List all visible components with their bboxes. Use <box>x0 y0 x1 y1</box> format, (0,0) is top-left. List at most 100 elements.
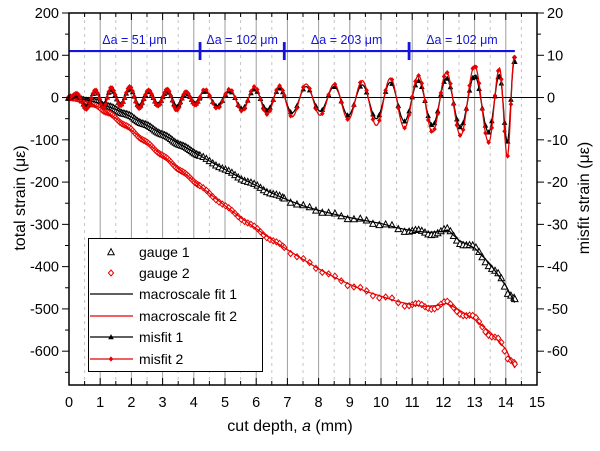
x-axis-title-post: (mm) <box>310 418 353 435</box>
legend-item-misfit-2: misfit 2 <box>89 348 262 369</box>
marker <box>473 73 479 80</box>
gauge-1-marker-icon <box>106 247 116 255</box>
marker <box>106 89 112 95</box>
misfit-2-line-icon <box>90 356 133 362</box>
x-tick-label: 1 <box>96 395 104 411</box>
marker <box>425 117 431 123</box>
y-left-tick-label: -600 <box>30 344 59 360</box>
marker <box>79 99 85 105</box>
marker <box>101 105 107 111</box>
marker <box>467 82 472 89</box>
marker <box>319 110 325 117</box>
marker <box>313 103 319 109</box>
series-line <box>68 96 516 303</box>
marker <box>216 104 222 111</box>
x-tick-label: 14 <box>498 395 514 411</box>
marker <box>351 103 357 109</box>
x-tick-label: 9 <box>346 395 354 411</box>
marker <box>197 94 203 100</box>
marker <box>499 76 504 82</box>
marker <box>460 127 466 133</box>
legend: gauge 1 gauge 2 macroscale fit 1 macrosc… <box>88 238 263 372</box>
marker <box>479 106 485 113</box>
delta-a-label: Δa = 102 μm <box>426 33 498 47</box>
series-misfit-2 <box>66 54 518 159</box>
marker <box>288 113 293 119</box>
marker <box>85 104 91 111</box>
marker <box>166 88 172 94</box>
marker <box>344 112 351 118</box>
marker <box>162 89 167 96</box>
marker <box>383 87 388 93</box>
series-line <box>68 96 516 369</box>
y-axis-right-title: misfit strain (με) <box>576 141 593 255</box>
legend-item-gauge-1: gauge 1 <box>89 241 262 262</box>
marker <box>486 139 491 145</box>
marker <box>448 81 453 87</box>
marker <box>165 86 170 92</box>
marker <box>155 103 161 109</box>
marker <box>443 223 452 232</box>
marker <box>207 92 212 99</box>
marker <box>294 105 300 111</box>
x-axis-title: cut depth, a (mm) <box>140 418 440 436</box>
marker <box>123 90 129 96</box>
marker <box>149 91 155 97</box>
gauge-2-marker-icon <box>107 269 115 277</box>
x-tick-label: 6 <box>252 395 260 411</box>
marker <box>313 106 319 112</box>
fit-1-line-icon <box>90 293 133 296</box>
marker <box>125 85 131 92</box>
marker <box>261 106 266 113</box>
y-axis-left-title: total strain (με) <box>12 145 29 251</box>
x-tick-label: 7 <box>283 395 291 411</box>
marker <box>370 116 376 122</box>
marker <box>103 101 108 107</box>
marker <box>168 93 174 99</box>
marker <box>255 87 260 93</box>
marker <box>418 300 426 309</box>
marker <box>489 118 495 124</box>
series-macroscale-fit-2 <box>68 96 516 369</box>
x-tick-label: 0 <box>65 395 73 411</box>
marker <box>447 300 454 308</box>
marker <box>133 99 139 105</box>
marker <box>84 106 89 112</box>
marker <box>157 101 162 108</box>
marker <box>444 75 451 81</box>
marker <box>158 98 164 104</box>
marker <box>435 111 441 117</box>
marker <box>505 153 511 159</box>
x-tick-label: 11 <box>405 395 420 411</box>
marker <box>151 95 156 101</box>
marker <box>476 80 482 86</box>
marker <box>281 92 287 98</box>
x-axis-title-variable: a <box>302 418 311 435</box>
marker <box>332 81 338 87</box>
marker <box>71 92 77 98</box>
marker <box>495 68 501 74</box>
marker <box>242 106 247 112</box>
marker <box>454 122 460 128</box>
marker <box>258 96 263 102</box>
marker <box>483 130 488 136</box>
marker <box>95 90 100 96</box>
marker <box>131 93 137 100</box>
marker <box>429 128 434 134</box>
x-tick-label: 10 <box>373 395 389 411</box>
marker <box>502 128 507 134</box>
y-right-tick-label: 10 <box>547 48 563 64</box>
legend-label: gauge 1 <box>139 243 190 260</box>
marker <box>114 96 120 103</box>
marker <box>457 124 463 130</box>
marker <box>111 87 116 93</box>
marker <box>444 70 450 76</box>
x-tick-label: 4 <box>190 395 198 411</box>
marker <box>401 118 408 124</box>
marker <box>144 88 150 94</box>
marker <box>457 132 463 138</box>
series-macroscale-fit-1 <box>68 96 516 303</box>
marker <box>104 95 110 101</box>
y-right-tick-label: -20 <box>547 175 568 191</box>
